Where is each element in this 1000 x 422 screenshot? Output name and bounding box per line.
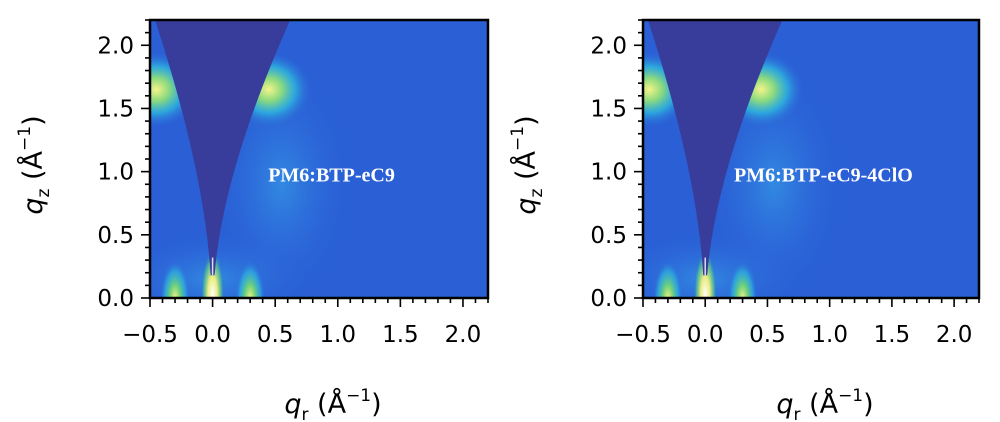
y-ticks: 0.0 0.5 1.0 1.5 2.0 [97,19,150,312]
in-plane-peak [652,243,684,298]
x-axis-label: qr (Å−1) [776,386,873,422]
x-tick-label: 0.0 [687,322,724,348]
missing-wedge [155,20,291,276]
heatmap-area [643,20,979,298]
x-tick-label: 1.0 [319,322,356,348]
x-tick-label: −0.5 [122,322,178,348]
x-tick-label: 0.0 [194,322,231,348]
y-tick-label: 0.0 [590,286,627,312]
y-tick-label: 2.0 [590,33,627,59]
y-tick-label: 1.5 [590,96,627,122]
in-plane-peak [727,243,758,298]
sample-label: PM6:BTP-eC9 [268,165,395,187]
x-tick-label: −0.5 [615,322,671,348]
diffuse-halo [150,229,314,298]
x-tick-label: 0.5 [257,322,294,348]
in-plane-peak [234,243,266,298]
x-tick-label: 1.0 [811,322,848,348]
x-tick-label: 1.5 [382,322,419,348]
x-tick-label: 2.0 [936,322,973,348]
x-axis-label: qr (Å−1) [284,386,381,422]
missing-wedge [647,20,783,276]
y-tick-label: 1.0 [590,160,627,186]
y-ticks: 0.0 0.5 1.0 1.5 2.0 [590,19,643,312]
y-tick-label: 1.0 [97,160,134,186]
gixd-panel-1: −0.5 0.0 0.5 1.0 1.5 2.0 0.0 0.5 1.0 1.5 2.0 qr (Å−… [15,18,490,422]
diffuse-halo [643,229,806,298]
x-tick-label: 2.0 [445,322,482,348]
gixd-panel-2: −0.5 0.0 0.5 1.0 1.5 2.0 0.0 0.5 1.0 1.5 2.0 qr (Å−… [508,18,981,422]
x-ticks: −0.5 0.0 0.5 1.0 1.5 2.0 [122,298,489,348]
sample-label: PM6:BTP-eC9-4ClO [734,165,913,187]
x-tick-label: 1.5 [874,322,911,348]
y-axis-label: qz (Å−1) [15,115,54,214]
x-ticks: −0.5 0.0 0.5 1.0 1.5 2.0 [615,298,980,348]
y-tick-label: 2.0 [97,33,134,59]
x-tick-label: 0.5 [749,322,786,348]
y-axis-label: qz (Å−1) [508,115,547,214]
y-tick-label: 0.0 [97,286,134,312]
heatmap-area [150,20,488,298]
in-plane-peak [159,243,191,298]
y-tick-label: 0.5 [97,223,134,249]
y-tick-label: 0.5 [590,223,627,249]
y-tick-label: 1.5 [97,96,134,122]
